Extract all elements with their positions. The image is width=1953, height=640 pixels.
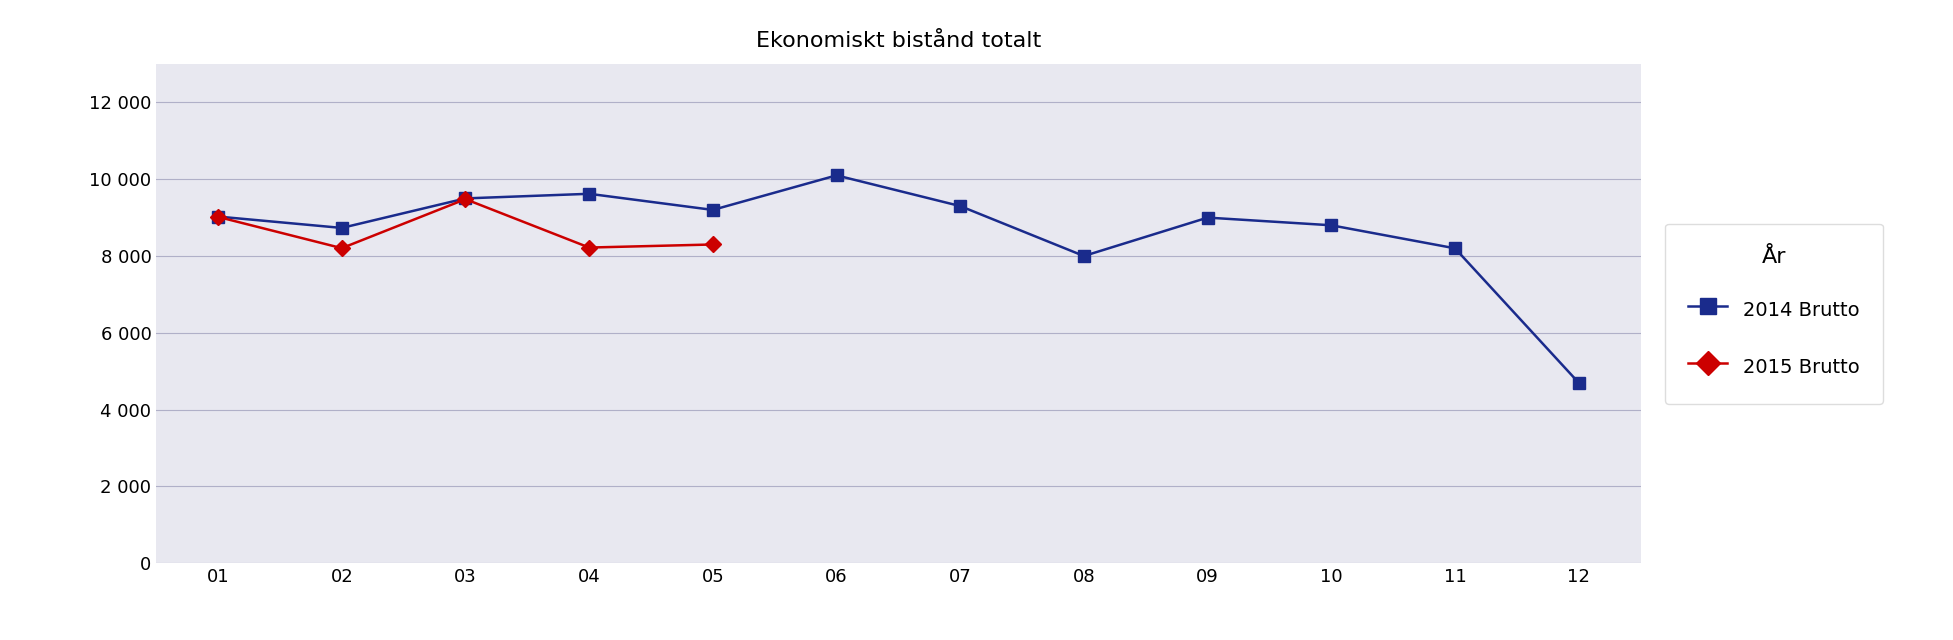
2015 Brutto (330, 244, 353, 252)
2014 Brutto (1195, 214, 1219, 221)
Line: 2014 Brutto: 2014 Brutto (213, 170, 1584, 388)
2015 Brutto (453, 195, 477, 203)
2014 Brutto (1443, 244, 1467, 252)
2015 Brutto (701, 241, 725, 248)
2014 Brutto (207, 212, 230, 220)
Title: Ekonomiskt bistånd totalt: Ekonomiskt bistånd totalt (756, 31, 1041, 51)
2014 Brutto (1320, 221, 1344, 229)
2015 Brutto (578, 244, 602, 252)
2014 Brutto (330, 224, 353, 232)
2015 Brutto (207, 213, 230, 221)
2014 Brutto (1566, 379, 1590, 387)
2014 Brutto (701, 206, 725, 214)
2014 Brutto (453, 195, 477, 202)
2014 Brutto (578, 190, 602, 198)
Legend: 2014 Brutto, 2015 Brutto: 2014 Brutto, 2015 Brutto (1666, 223, 1883, 404)
Line: 2015 Brutto: 2015 Brutto (213, 194, 719, 253)
2014 Brutto (824, 172, 848, 179)
2014 Brutto (1072, 252, 1096, 260)
2014 Brutto (949, 202, 973, 210)
